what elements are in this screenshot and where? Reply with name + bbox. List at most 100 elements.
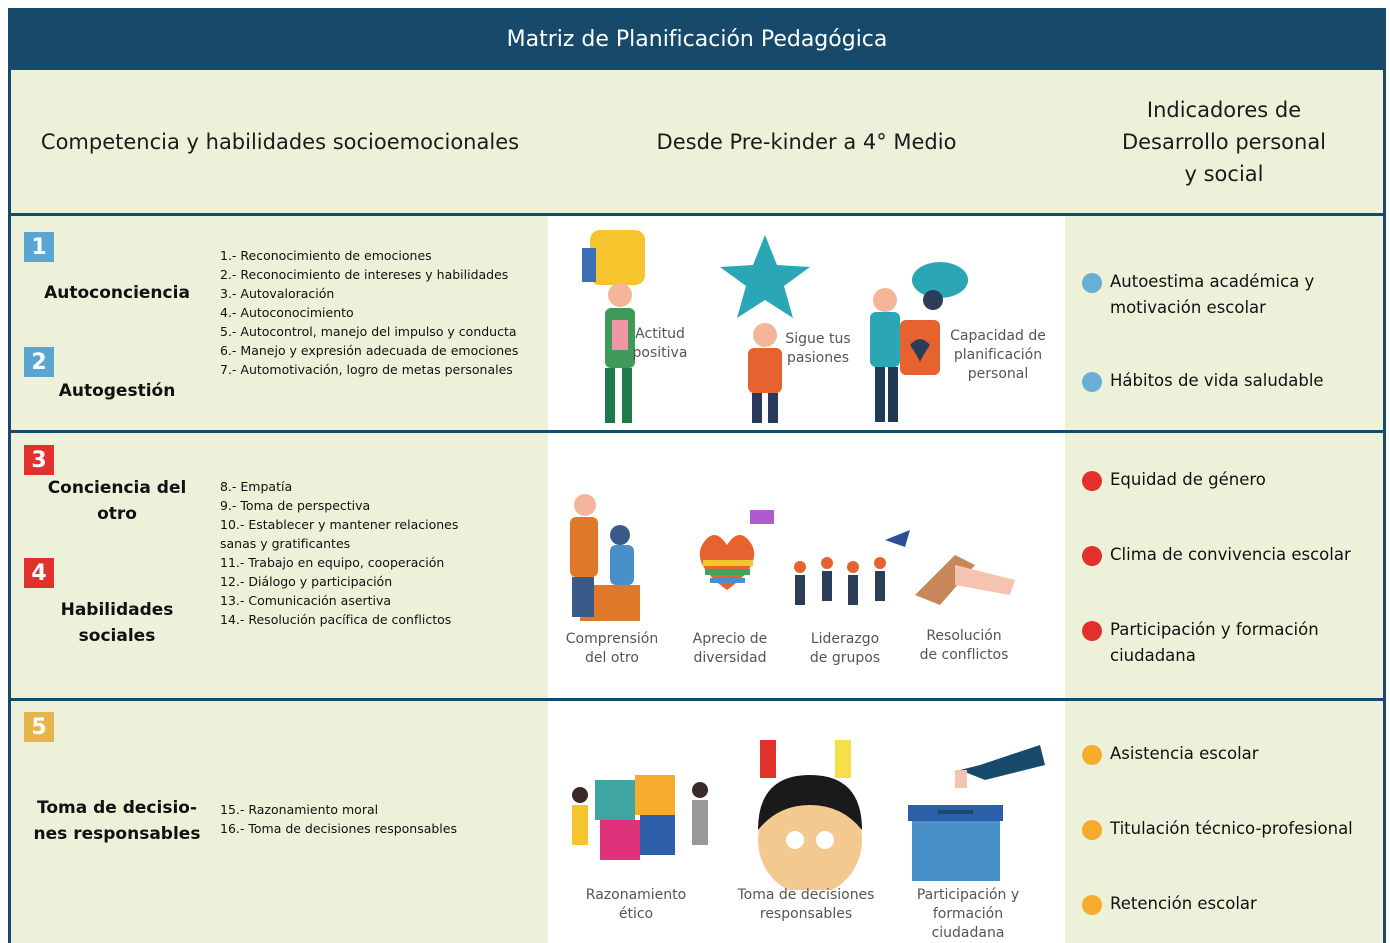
- skill-list: 8.- Empatía 9.- Toma de perspectiva 10.- E…: [220, 477, 482, 629]
- image-caption-line: diversidad: [693, 650, 767, 666]
- skill: 13.- Comunicación asertiva: [220, 593, 392, 608]
- image-caption: Resolución de conflictos: [894, 627, 1034, 665]
- competency-name: Habilidades sociales: [22, 597, 212, 649]
- skill-list: 15.- Razonamiento moral 16.- Toma de deci…: [220, 800, 550, 838]
- competency-badge: 3: [24, 445, 54, 475]
- image-caption-line: Participación y: [916, 887, 1020, 903]
- skill: 15.- Razonamiento moral: [220, 802, 379, 817]
- illustrations-row-1: [582, 230, 968, 423]
- competency-name-line: otro: [97, 504, 137, 524]
- column-header: Competencia y habilidades socioemocional…: [12, 70, 548, 213]
- indicator-dot: [1082, 546, 1102, 566]
- indicator-dot: [1082, 372, 1102, 392]
- indicator-dot: [1082, 745, 1102, 765]
- image-caption: Actitud positiva: [590, 325, 730, 363]
- column-header-line: Desarrollo personal: [1121, 129, 1327, 154]
- competency-name: Toma de decisio-nes responsables: [22, 795, 212, 847]
- image-caption-line: personal: [967, 366, 1029, 382]
- skill: 12.- Diálogo y participación: [220, 574, 393, 589]
- skill: 3.- Autovaloración: [220, 286, 335, 301]
- indicator-line: Retención escolar: [1110, 894, 1257, 913]
- indicator: Hábitos de vida saludable: [1110, 368, 1370, 394]
- image-caption: Capacidad de planificación personal: [928, 327, 1068, 384]
- competency-badge: 4: [24, 558, 54, 588]
- indicator-dot: [1082, 820, 1102, 840]
- indicator: Clima de convivencia escolar: [1110, 542, 1370, 568]
- image-caption: Aprecio de diversidad: [660, 630, 800, 668]
- competency-name-line: sociales: [78, 626, 156, 646]
- image-caption-line: Comprensión: [565, 631, 659, 647]
- image-caption: Sigue tus pasiones: [748, 330, 888, 368]
- skill: 1.- Reconocimiento de emociones: [220, 248, 432, 263]
- indicator: Titulación técnico-profesional: [1110, 816, 1370, 842]
- image-caption-line: formación ciudadana: [931, 906, 1005, 941]
- indicator: Autoestima académica y motivación escolar: [1110, 269, 1370, 321]
- divider: [8, 430, 1386, 433]
- column-header-line: y social: [1184, 161, 1264, 186]
- image-caption-line: Liderazgo: [810, 631, 880, 647]
- indicator: Retención escolar: [1110, 891, 1370, 917]
- competency-name-line: Habilidades: [60, 600, 174, 620]
- image-caption: Participación y formación ciudadana: [898, 886, 1038, 943]
- image-caption: Toma de decisiones responsables: [736, 886, 876, 924]
- skill-list: 1.- Reconocimiento de emociones 2.- Recon…: [220, 246, 550, 379]
- indicator-line: Participación y formación: [1110, 620, 1319, 639]
- image-caption-line: planificación: [953, 347, 1043, 363]
- indicator-line: Titulación técnico-profesional: [1110, 819, 1353, 838]
- indicator-line: Hábitos de vida saludable: [1110, 371, 1324, 390]
- indicator-line: Autoestima académica y: [1110, 272, 1315, 291]
- skill: 4.- Autoconocimiento: [220, 305, 354, 320]
- image-caption: Razonamiento ético: [566, 886, 706, 924]
- divider: [8, 213, 1386, 216]
- image-caption-line: de grupos: [809, 650, 881, 666]
- competency-name-line: Toma de decisio-: [36, 798, 198, 818]
- image-caption: Liderazgo de grupos: [775, 630, 915, 668]
- indicator-dot: [1082, 895, 1102, 915]
- column-header: Desde Pre-kinder a 4° Medio: [548, 70, 1065, 213]
- image-caption-line: Actitud: [635, 326, 685, 342]
- skill: 5.- Autocontrol, manejo del impulso y co…: [220, 324, 517, 339]
- image-caption-line: positiva: [632, 345, 688, 361]
- image-caption-line: Resolución: [926, 628, 1002, 644]
- column-header-line: Desde Pre-kinder a 4° Medio: [656, 129, 957, 154]
- indicator-dot: [1082, 471, 1102, 491]
- skill: 9.- Toma de perspectiva: [220, 498, 371, 513]
- indicator: Equidad de género: [1110, 467, 1370, 493]
- skill: 16.- Toma de decisiones responsables: [220, 821, 457, 836]
- indicator-line: Equidad de género: [1110, 470, 1266, 489]
- image-caption-line: Razonamiento: [585, 887, 687, 903]
- skill: 2.- Reconocimiento de intereses y habili…: [220, 267, 509, 282]
- column-header-line: Indicadores de: [1146, 97, 1302, 122]
- indicator-line: Clima de convivencia escolar: [1110, 545, 1351, 564]
- indicator: Participación y formación ciudadana: [1110, 617, 1370, 669]
- competency-name-line: Autoconciencia: [44, 283, 190, 303]
- competency-name-line: nes responsables: [33, 824, 201, 844]
- image-caption-line: de conflictos: [919, 647, 1009, 663]
- indicator-line: ciudadana: [1110, 646, 1196, 665]
- image-caption-line: ético: [618, 906, 654, 922]
- title-bar: Matriz de Planificación Pedagógica: [8, 8, 1386, 70]
- skill: 11.- Trabajo en equipo, cooperación: [220, 555, 445, 570]
- skill: 8.- Empatía: [220, 479, 293, 494]
- image-caption-line: Toma de decisiones: [737, 887, 875, 903]
- image-caption-line: Sigue tus: [785, 331, 851, 347]
- illustrations-row-2: [570, 494, 1015, 621]
- image-caption-line: del otro: [585, 650, 639, 666]
- image-caption-line: responsables: [759, 906, 853, 922]
- skill: 7.- Automotivación, logro de metas perso…: [220, 362, 513, 377]
- competency-badge: 2: [24, 347, 54, 377]
- indicator-line: Asistencia escolar: [1110, 744, 1259, 763]
- indicator-dot: [1082, 621, 1102, 641]
- image-caption-line: Capacidad de: [950, 328, 1046, 344]
- illustrations-row-3: [572, 740, 1045, 890]
- skill: 14.- Resolución pacífica de conflictos: [220, 612, 452, 627]
- skill: 10.- Establecer y mantener relaciones sa…: [220, 517, 459, 551]
- competency-name-line: Autogestión: [58, 381, 176, 401]
- image-caption-line: Aprecio de: [692, 631, 768, 647]
- indicator-dot: [1082, 273, 1102, 293]
- image-caption: Comprensión del otro: [542, 630, 682, 668]
- competency-badge: 5: [24, 712, 54, 742]
- indicator: Asistencia escolar: [1110, 741, 1370, 767]
